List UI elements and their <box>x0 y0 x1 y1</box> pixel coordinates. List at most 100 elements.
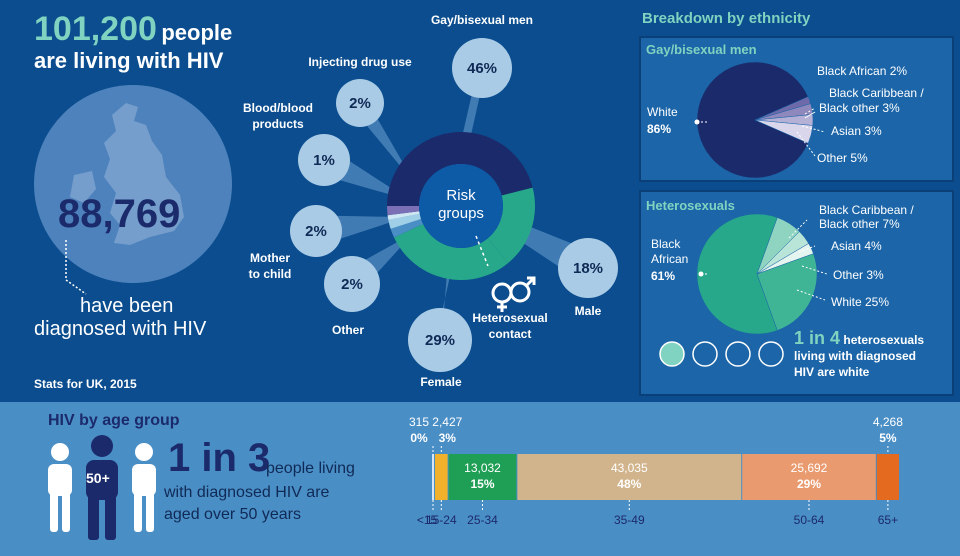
risk-slice-male <box>487 187 535 264</box>
pointer-line <box>65 240 87 295</box>
risk-slice-gay-bisexual-men <box>387 132 533 206</box>
risk-bubble-pct: 46% <box>467 60 497 77</box>
label-hetero-2: contact <box>489 327 532 341</box>
age-value-label: 315 <box>409 415 429 429</box>
age-bar-chart: <15 315 0% 15-24 2,427 3% 25-34 13,032 15% 35-49 4… <box>409 415 903 527</box>
risk-center-label-2: groups <box>438 205 484 222</box>
label-injecting: Injecting drug use <box>308 55 412 69</box>
hetero-pointer <box>475 235 489 267</box>
label-other: Other <box>332 323 364 337</box>
diagnosed-number: 88,769 <box>58 192 181 236</box>
gay-black-caribbean-2: Black other 3% <box>819 101 900 115</box>
living-text: are living with HIV <box>34 48 224 73</box>
risk-bubble-pct: 1% <box>313 152 335 169</box>
age-pct-label: 15% <box>470 477 494 491</box>
label-mother-2: to child <box>249 267 292 281</box>
age-value-label: 2,427 <box>432 415 462 429</box>
risk-bubble-pct: 2% <box>341 276 363 293</box>
risk-slice-blood-blood-products <box>387 211 420 220</box>
age-title: HIV by age group <box>48 412 180 429</box>
risk-bubble-pct: 2% <box>305 223 327 240</box>
headline: 101,200 people <box>34 10 232 49</box>
age-value-label: 43,035 <box>611 461 648 475</box>
age-icon-label: 50+ <box>86 470 110 486</box>
one-in-four: 1 in 4 <box>794 328 841 348</box>
age-category-label: 50-64 <box>794 513 825 527</box>
label-female: Female <box>420 375 462 389</box>
one-in-four-line3: HIV are white <box>794 365 870 379</box>
people-word: people <box>161 20 233 45</box>
label-hetero-1: Heterosexual <box>472 311 547 325</box>
age-category-label: 35-49 <box>614 513 645 527</box>
ethnicity-title: Breakdown by ethnicity <box>642 10 811 27</box>
one-in-four-line1: heterosexuals <box>843 333 925 347</box>
het-slice-black-african <box>696 213 778 335</box>
risk-bubble <box>408 308 472 372</box>
label-mother-1: Mother <box>250 251 290 265</box>
het-black-caribbean-2: Black other 7% <box>819 217 900 231</box>
gay-white-2: 86% <box>647 122 671 136</box>
one-in-four-circle-filled <box>659 341 685 367</box>
het-asian: Asian 4% <box>831 239 882 253</box>
risk-ray <box>316 209 434 247</box>
age-bar-25-34 <box>448 454 517 500</box>
age-line3: aged over 50 years <box>164 506 301 523</box>
label-blood-2: products <box>252 117 304 131</box>
het-black-african-3: 61% <box>651 269 675 283</box>
diagnosed-line1: have been <box>80 295 174 317</box>
heterosexual-icon <box>491 276 536 312</box>
age-pct-label: 5% <box>879 431 897 445</box>
age-line1: people living <box>266 460 355 477</box>
age-bar-65- <box>876 454 899 500</box>
people-number: 101,200 <box>34 10 157 48</box>
risk-slice-mother-to-child <box>388 213 422 229</box>
risk-slice-injecting-drug-use <box>387 206 420 216</box>
het-black-caribbean-1: Black Caribbean / <box>819 203 914 217</box>
uk-map-icon <box>70 103 184 245</box>
one-in-four-circle <box>758 341 784 367</box>
gay-ethnicity-pie: White 86% Black African 2% Black Caribbe… <box>647 61 924 178</box>
age-pct-label: 0% <box>410 431 428 445</box>
risk-bubble <box>324 256 380 312</box>
age-pct-label: 48% <box>617 477 641 491</box>
one-in-three: 1 in 3 <box>168 436 271 480</box>
gay-white-1: White <box>647 105 678 119</box>
age-value-label: 25,692 <box>791 461 828 475</box>
age-pct-label: 3% <box>439 431 457 445</box>
het-black-african-1: Black <box>651 237 681 251</box>
risk-bubble <box>336 79 384 127</box>
gay-black-caribbean-1: Black Caribbean / <box>829 86 924 100</box>
hetero-panel-title: Heterosexuals <box>646 198 735 213</box>
gay-black-african: Black African 2% <box>817 64 907 78</box>
age-pct-label: 29% <box>797 477 821 491</box>
risk-center <box>419 164 503 248</box>
hetero-ethnicity-pie: Black African 61% Black Caribbean / Blac… <box>651 203 914 367</box>
age-value-label: 13,032 <box>464 461 501 475</box>
diagnosed-line2: diagnosed with HIV <box>34 318 207 340</box>
age-value-label: 4,268 <box>873 415 903 429</box>
risk-bubble-pct: 29% <box>425 332 455 349</box>
stats-note: Stats for UK, 2015 <box>34 377 137 391</box>
risk-bubble-pct: 2% <box>349 95 371 112</box>
age-bar-15-24 <box>434 454 448 500</box>
label-gay-men: Gay/bisexual men <box>431 13 533 27</box>
age-bar-50-64 <box>742 454 876 500</box>
het-white: White 25% <box>831 295 889 309</box>
label-blood-1: Blood/blood <box>243 101 313 115</box>
risk-bubble <box>290 205 342 257</box>
het-other: Other 3% <box>833 268 884 282</box>
one-in-four-circle <box>725 341 751 367</box>
gay-slice-other <box>754 119 814 144</box>
risk-bubble-pct: 18% <box>573 260 603 277</box>
risk-bubble <box>298 134 350 186</box>
age-category-label: 15-24 <box>426 513 457 527</box>
age-category-label: <15 <box>417 513 438 527</box>
people-icon <box>48 435 156 540</box>
gay-asian: Asian 3% <box>831 124 882 138</box>
risk-groups-chart: Risk groups 46% 2% 1% 2% 2% 29% 18% Gay/bisexu… <box>243 13 618 389</box>
het-slice-white <box>756 253 818 331</box>
one-in-four-line2: living with diagnosed <box>794 349 917 363</box>
age-category-label: 25-34 <box>467 513 498 527</box>
risk-center-label-1: Risk <box>446 187 476 204</box>
age-category-label: 65+ <box>878 513 898 527</box>
